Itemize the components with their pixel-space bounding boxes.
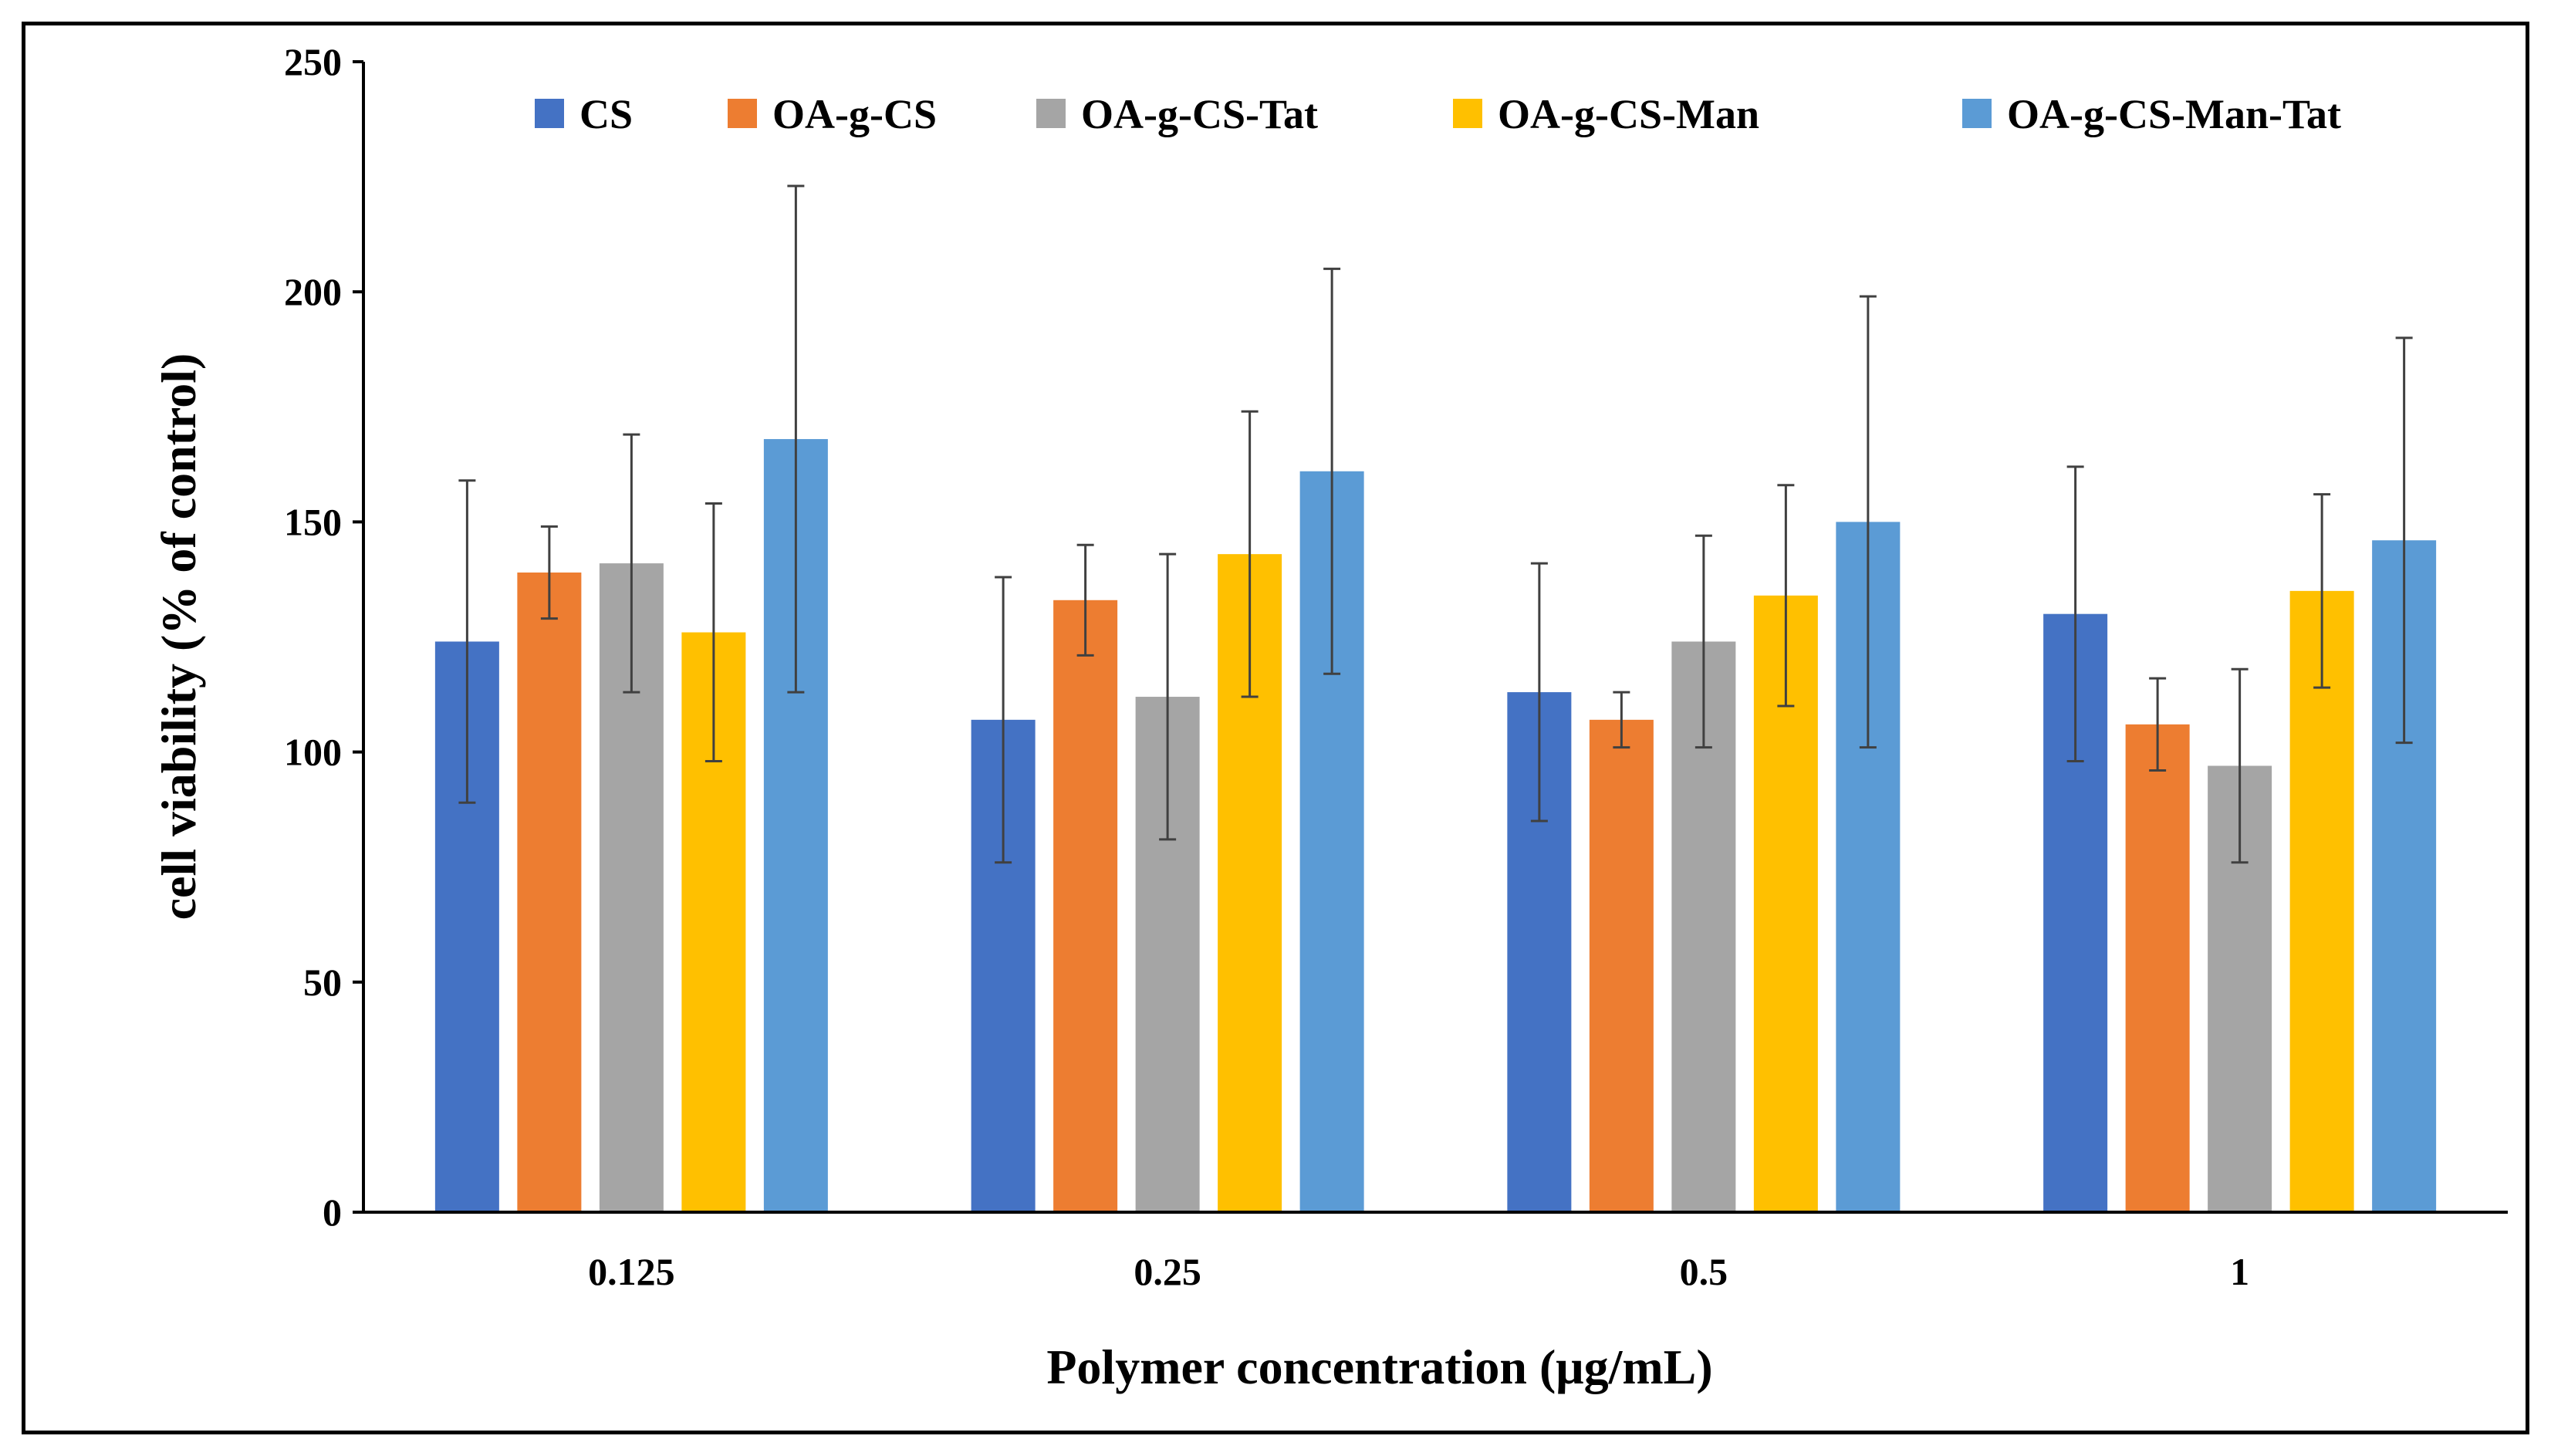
legend-swatch	[1962, 99, 1992, 128]
error-bar-OA-g-CS-Man-0.25	[1241, 410, 1259, 698]
x-category-layer: 0.125 0.25 0.5 1	[588, 1250, 2249, 1293]
error-bar-OA-g-CS-Tat-0.25	[1159, 552, 1177, 841]
error-bar-CS-0.25	[995, 576, 1012, 864]
bar-OA-g-CS-0.25	[1053, 600, 1118, 1212]
error-bar-OA-g-CS-0.125	[540, 525, 558, 620]
error-bar-OA-g-CS-Man-0.5	[1777, 484, 1795, 708]
error-bar-OA-g-CS-Man-1	[2313, 493, 2331, 689]
legend-item-OA-g-CS: OA-g-CS	[728, 91, 937, 137]
bars-layer	[434, 439, 2437, 1212]
legend-swatch	[1453, 99, 1482, 128]
legend-swatch	[535, 99, 564, 128]
bar-OA-g-CS-Man-1	[2289, 590, 2354, 1212]
y-tick-label: 200	[284, 270, 342, 313]
bar-OA-g-CS-0.5	[1589, 719, 1654, 1212]
x-category-label: 0.5	[1680, 1250, 1728, 1293]
y-tick-label: 250	[284, 40, 342, 83]
error-bar-OA-g-CS-Man-Tat-0.5	[1859, 295, 1877, 749]
error-bar-CS-0.5	[1530, 562, 1548, 823]
legend-label: OA-g-CS-Man-Tat	[2007, 91, 2341, 137]
legend-item-OA-g-CS-Man-Tat: OA-g-CS-Man-Tat	[1962, 91, 2341, 137]
legend: CS OA-g-CS OA-g-CS-Tat OA-g-CS-Man OA-g-CS-M…	[535, 91, 2341, 137]
x-category-label: 0.125	[588, 1250, 675, 1293]
y-ticks-layer: 0 50 100 150 200 250	[284, 40, 363, 1234]
bar-chart: 0 50 100 150 200 250 0.125 0.25 0.5 1 CS OA-g-CS O…	[151, 40, 2508, 1394]
x-axis-title: Polymer concentration (μg/mL)	[1046, 1339, 1712, 1394]
legend-item-OA-g-CS-Tat: OA-g-CS-Tat	[1036, 91, 1318, 137]
error-bar-OA-g-CS-Man-Tat-0.125	[787, 184, 805, 694]
y-axis-title: cell viability (% of control)	[151, 353, 206, 921]
x-category-label: 0.25	[1134, 1250, 1201, 1293]
bar-OA-g-CS-0.125	[517, 573, 582, 1212]
error-bar-OA-g-CS-Tat-1	[2231, 667, 2249, 864]
axes-layer	[362, 62, 2508, 1214]
error-bar-OA-g-CS-Man-Tat-0.25	[1323, 267, 1341, 675]
y-tick-label: 150	[284, 500, 342, 543]
legend-swatch	[1036, 99, 1066, 128]
y-tick-label: 50	[303, 961, 342, 1004]
y-tick-label: 0	[323, 1191, 342, 1234]
legend-item-CS: CS	[535, 91, 633, 137]
legend-label: OA-g-CS	[772, 91, 937, 137]
legend-label: OA-g-CS-Tat	[1081, 91, 1318, 137]
error-bar-OA-g-CS-0.25	[1076, 543, 1094, 657]
x-category-label: 1	[2230, 1250, 2249, 1293]
legend-item-OA-g-CS-Man: OA-g-CS-Man	[1453, 91, 1759, 137]
error-bar-CS-0.125	[458, 479, 476, 804]
bar-OA-g-CS-1	[2125, 724, 2190, 1212]
error-bar-OA-g-CS-1	[2149, 677, 2167, 772]
error-bar-OA-g-CS-Man-Tat-1	[2395, 336, 2413, 745]
error-bars-layer	[458, 184, 2413, 864]
y-tick-label: 100	[284, 731, 342, 774]
error-bar-OA-g-CS-Tat-0.5	[1694, 534, 1712, 749]
error-bar-OA-g-CS-0.5	[1613, 691, 1630, 749]
legend-label: CS	[579, 91, 633, 137]
legend-swatch	[728, 99, 757, 128]
legend-label: OA-g-CS-Man	[1498, 91, 1759, 137]
error-bar-OA-g-CS-Man-0.125	[704, 502, 722, 763]
error-bar-OA-g-CS-Tat-0.125	[623, 433, 640, 694]
chart-frame: 0 50 100 150 200 250 0.125 0.25 0.5 1 CS OA-g-CS O…	[22, 22, 2529, 1434]
error-bar-CS-1	[2066, 465, 2084, 763]
